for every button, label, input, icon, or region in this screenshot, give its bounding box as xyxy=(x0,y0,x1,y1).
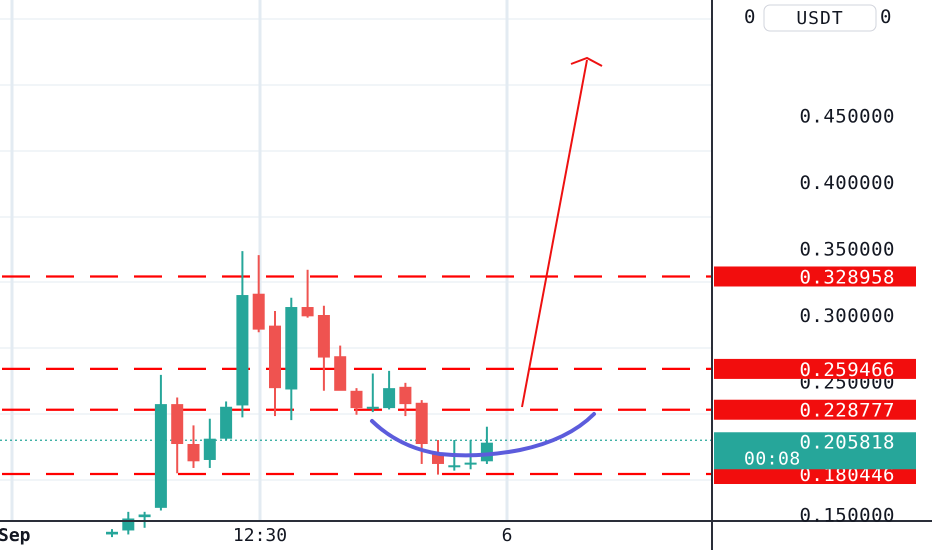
current-price-badge-bg xyxy=(714,432,916,470)
candle-body xyxy=(464,462,477,465)
candle-body xyxy=(171,404,184,445)
candle[interactable] xyxy=(269,311,281,417)
candle-body xyxy=(415,402,428,445)
rounded-bottom-arc[interactable] xyxy=(370,412,596,458)
candle-body xyxy=(334,356,347,391)
drawings[interactable] xyxy=(370,56,603,458)
price-level-badge[interactable]: 0.328958 xyxy=(714,266,916,288)
candle-body xyxy=(187,444,200,462)
y-tick-label-top-left: 0 xyxy=(744,6,755,28)
price-level-badge-bg xyxy=(714,399,916,420)
candle-body xyxy=(399,386,412,405)
candle-body xyxy=(203,438,216,460)
candle[interactable] xyxy=(334,345,347,391)
candle-countdown: 00:08 xyxy=(744,448,801,469)
candle-body xyxy=(122,518,135,531)
candle[interactable] xyxy=(236,251,249,418)
candle[interactable] xyxy=(366,373,379,413)
candle-body xyxy=(106,531,118,535)
price-level-value: 0.259466 xyxy=(799,359,895,381)
price-level-badge[interactable]: 0.259466 xyxy=(714,358,916,381)
y-tick-label: 0.350000 xyxy=(799,239,895,261)
y-tick-label: 0.400000 xyxy=(799,172,895,194)
candle-body xyxy=(138,514,151,518)
x-tick-label: 12:30 xyxy=(233,525,287,546)
axis-labels: 0.4500000.4000000.3500000.3000000.250000… xyxy=(0,4,916,546)
candle[interactable] xyxy=(415,400,428,464)
grid xyxy=(0,0,712,521)
candle-body xyxy=(448,465,461,468)
candle[interactable] xyxy=(399,382,412,417)
candles[interactable] xyxy=(106,251,493,538)
currency-label: USDT xyxy=(796,8,843,29)
candle-body xyxy=(252,293,265,330)
price-level-value: 0.180446 xyxy=(799,464,895,486)
candle[interactable] xyxy=(350,388,363,415)
currency-chip[interactable] xyxy=(763,4,877,32)
price-level-badge-bg xyxy=(714,358,916,379)
candle[interactable] xyxy=(252,255,265,333)
candle-body xyxy=(236,295,249,406)
candle[interactable] xyxy=(317,305,330,391)
y-tick-label: 0.300000 xyxy=(799,305,895,327)
candle-body xyxy=(350,390,363,409)
x-tick-label: Sep xyxy=(0,525,31,546)
candle-body xyxy=(154,404,167,508)
candle-body xyxy=(301,307,314,317)
candle[interactable] xyxy=(138,511,151,528)
candle[interactable] xyxy=(203,418,216,468)
price-level-value: 0.228777 xyxy=(799,400,895,422)
price-level-value: 0.328958 xyxy=(799,266,895,288)
candle[interactable] xyxy=(154,374,167,511)
candle-body xyxy=(317,315,330,358)
candle[interactable] xyxy=(106,529,118,538)
currency-button[interactable]: USDT xyxy=(763,4,877,32)
candle-body xyxy=(269,325,281,389)
candle[interactable] xyxy=(383,370,396,410)
candle[interactable] xyxy=(480,426,493,464)
candle[interactable] xyxy=(171,397,184,474)
trend-arrow[interactable] xyxy=(521,59,588,408)
current-price-value: 0.205818 xyxy=(799,431,895,453)
candle[interactable] xyxy=(301,269,314,318)
candle-body xyxy=(285,307,298,390)
price-level-badge[interactable]: 0.228777 xyxy=(714,399,916,422)
candle[interactable] xyxy=(432,440,444,475)
y-tick-label-top-right: 0 xyxy=(880,6,891,28)
candle[interactable] xyxy=(122,511,135,535)
candle-body xyxy=(432,453,444,464)
candle[interactable] xyxy=(220,401,233,441)
y-tick-label: 0.450000 xyxy=(799,106,895,128)
trend-arrow-head[interactable] xyxy=(570,56,603,67)
candle-body xyxy=(366,406,379,409)
price-level-badge-bg xyxy=(714,266,916,287)
price-level-lines xyxy=(0,275,712,476)
candle[interactable] xyxy=(285,297,298,421)
candle-body xyxy=(220,406,233,439)
y-tick-label: 0.150000 xyxy=(799,505,895,527)
x-tick-label: 6 xyxy=(502,525,513,546)
candle-body xyxy=(480,442,493,462)
candle[interactable] xyxy=(187,425,200,468)
candle-body xyxy=(383,388,396,409)
